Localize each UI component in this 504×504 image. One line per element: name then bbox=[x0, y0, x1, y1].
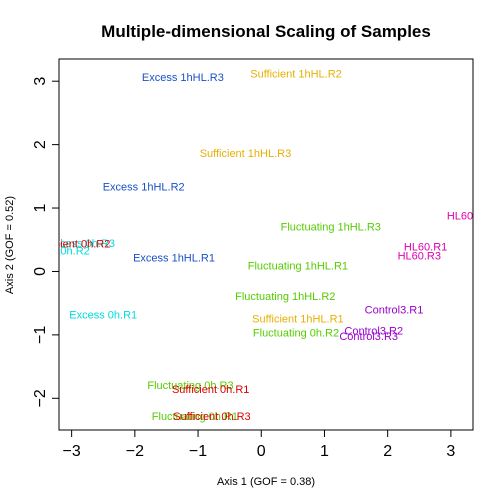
x-tick-label: 0 bbox=[257, 443, 266, 460]
point-label: Fluctuating 0h.R3 bbox=[147, 380, 233, 392]
y-tick-label: −2 bbox=[32, 389, 49, 407]
point-label: Fluctuating 1hHL.R2 bbox=[235, 291, 335, 303]
point-label: Sufficient 1hHL.R1 bbox=[252, 313, 344, 325]
point-label: Fluctuating 0h.R1 bbox=[152, 411, 238, 423]
point-label: Excess 1hHL.R1 bbox=[133, 253, 215, 265]
x-axis-label: Axis 1 (GOF = 0.38) bbox=[217, 476, 315, 488]
point-label: Excess 1hHL.R2 bbox=[103, 181, 185, 193]
y-axis: −2 −1 0 1 2 3 bbox=[32, 77, 59, 407]
x-tick-label: −1 bbox=[189, 443, 207, 460]
point-label: Sufficient 0h.R2 bbox=[33, 239, 110, 251]
point-labels: Excess 1hHL.R3 Sufficient 1hHL.R2 Sufficie… bbox=[22, 69, 490, 423]
y-tick-label: 2 bbox=[32, 140, 49, 149]
point-label: Sufficient 0h.R1 bbox=[172, 384, 249, 396]
point-label: Sufficient 1hHL.R2 bbox=[250, 69, 342, 81]
x-tick-label: 3 bbox=[446, 443, 455, 460]
x-tick-label: 2 bbox=[383, 443, 392, 460]
y-tick-label: 3 bbox=[32, 77, 49, 86]
chart-title: Multiple-dimensional Scaling of Samples bbox=[101, 22, 431, 41]
point-label: Sufficient 1hHL.R3 bbox=[200, 148, 292, 160]
plot-frame bbox=[58, 58, 474, 431]
y-tick-label: 0 bbox=[32, 267, 49, 276]
point-label: Excess 0h.R1 bbox=[69, 310, 137, 322]
point-label: Excess 0h.R3 bbox=[47, 238, 115, 250]
point-label: Fluctuating 1hHL.R1 bbox=[248, 261, 348, 273]
point-label: HL60.R3 bbox=[398, 251, 441, 263]
point-label: Control3.R3 bbox=[339, 331, 398, 343]
point-label: Excess 0h.R2 bbox=[22, 246, 90, 258]
y-tick-label: 1 bbox=[32, 203, 49, 212]
point-label: Fluctuating 1hHL.R3 bbox=[281, 221, 381, 233]
point-label: Control3.R2 bbox=[344, 325, 403, 337]
x-tick-label: −3 bbox=[63, 443, 81, 460]
y-tick-label: −1 bbox=[32, 326, 49, 344]
point-label: HL60.R2 bbox=[447, 211, 490, 223]
point-label: Fluctuating 0h.R2 bbox=[253, 327, 339, 339]
x-tick-label: −2 bbox=[126, 443, 144, 460]
point-label: Control3.R1 bbox=[365, 305, 424, 317]
y-axis-label: Axis 2 (GOF = 0.52) bbox=[4, 196, 16, 294]
point-label: Excess 1hHL.R3 bbox=[142, 72, 224, 84]
x-tick-label: 1 bbox=[320, 443, 329, 460]
point-label: HL60.R1 bbox=[404, 242, 447, 254]
point-label: Sufficient 0h.R3 bbox=[173, 411, 250, 423]
x-axis: −3 −2 −1 0 1 2 3 bbox=[63, 430, 455, 460]
